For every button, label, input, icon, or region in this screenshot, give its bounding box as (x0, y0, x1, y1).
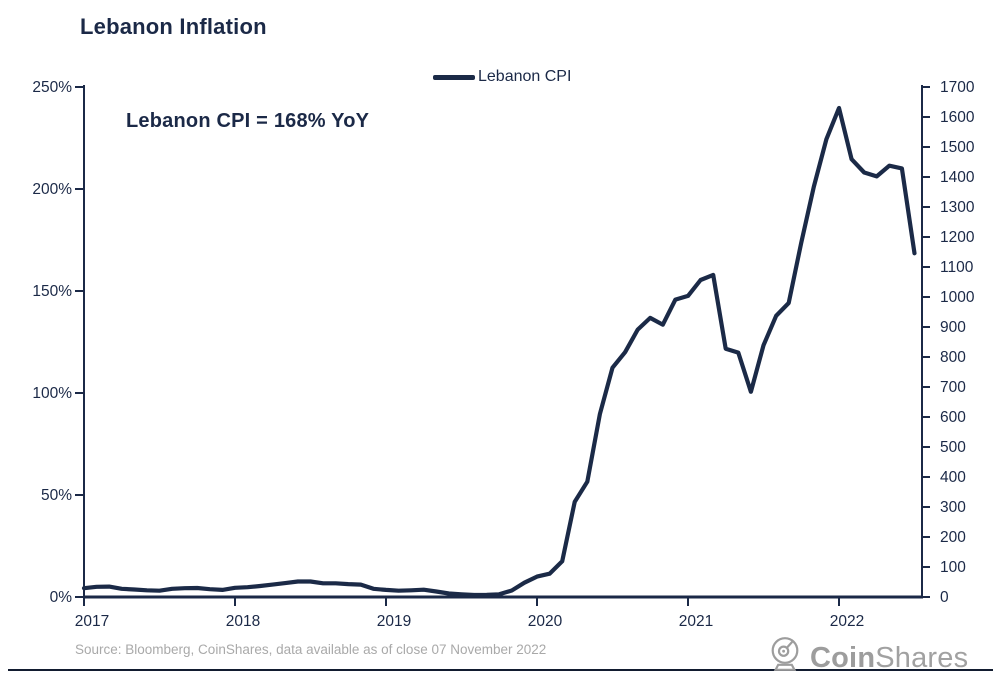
y-axis-right-tick-label: 900 (940, 319, 966, 336)
x-axis-tick-label: 2017 (75, 613, 109, 630)
y-axis-right-tick-label: 1700 (940, 79, 975, 96)
y-axis-right-tick-label: 1500 (940, 139, 975, 156)
cpi-line (81, 105, 917, 598)
legend-label: Lebanon CPI (478, 68, 572, 85)
y-axis-right-tick-label: 400 (940, 469, 966, 486)
logo-wordmark: CoinShares (810, 644, 968, 673)
y-axis-right-tick-label: 100 (940, 559, 966, 576)
y-axis-left-tick-label: 100% (32, 385, 72, 402)
x-axis-tick-label: 2018 (226, 613, 260, 630)
page-title: Lebanon Inflation (80, 14, 267, 39)
y-axis-right-tick-label: 0 (940, 589, 949, 606)
y-axis-right-tick-label: 800 (940, 349, 966, 366)
coinshares-logo: CoinShares (770, 633, 968, 673)
source-note: Source: Bloomberg, CoinShares, data avai… (75, 642, 547, 657)
y-axis-right-tick-label: 1100 (940, 259, 974, 276)
x-axis-tick-label: 2019 (377, 613, 411, 630)
logo-text-coin: Coin (810, 642, 876, 673)
y-axis-right-tick-label: 500 (940, 439, 966, 456)
y-axis-right-tick-label: 700 (940, 379, 966, 396)
y-axis-right-tick-label: 1200 (940, 229, 975, 246)
x-axis-tick-label: 2020 (528, 613, 563, 630)
x-axis-tick-label: 2022 (830, 613, 864, 630)
y-axis-right-tick-label: 200 (940, 529, 966, 546)
y-axis-right-tick-label: 600 (940, 409, 966, 426)
legend: Lebanon CPI (433, 68, 571, 86)
y-axis-right-tick-label: 1300 (940, 199, 975, 216)
x-axis-tick-label: 2021 (679, 613, 713, 630)
bottom-divider (8, 669, 993, 671)
y-axis-right-tick-label: 300 (940, 499, 966, 516)
y-axis-left-tick-label: 250% (32, 79, 72, 96)
y-axis-right-tick-label: 1000 (940, 289, 975, 306)
cpi-annotation: Lebanon CPI = 168% YoY (126, 110, 370, 132)
y-axis-left-tick-label: 200% (32, 181, 72, 198)
y-axis-left-tick-label: 50% (41, 487, 72, 504)
y-axis-left-tick-label: 0% (50, 589, 73, 606)
coinshares-helmet-icon (771, 637, 799, 671)
y-axis-left-tick-label: 150% (32, 283, 72, 300)
y-axis-right-tick-label: 1600 (940, 109, 975, 126)
logo-text-shares: Shares (875, 642, 969, 673)
legend-line-icon (433, 74, 475, 80)
y-axis-right-tick-label: 1400 (940, 169, 975, 186)
